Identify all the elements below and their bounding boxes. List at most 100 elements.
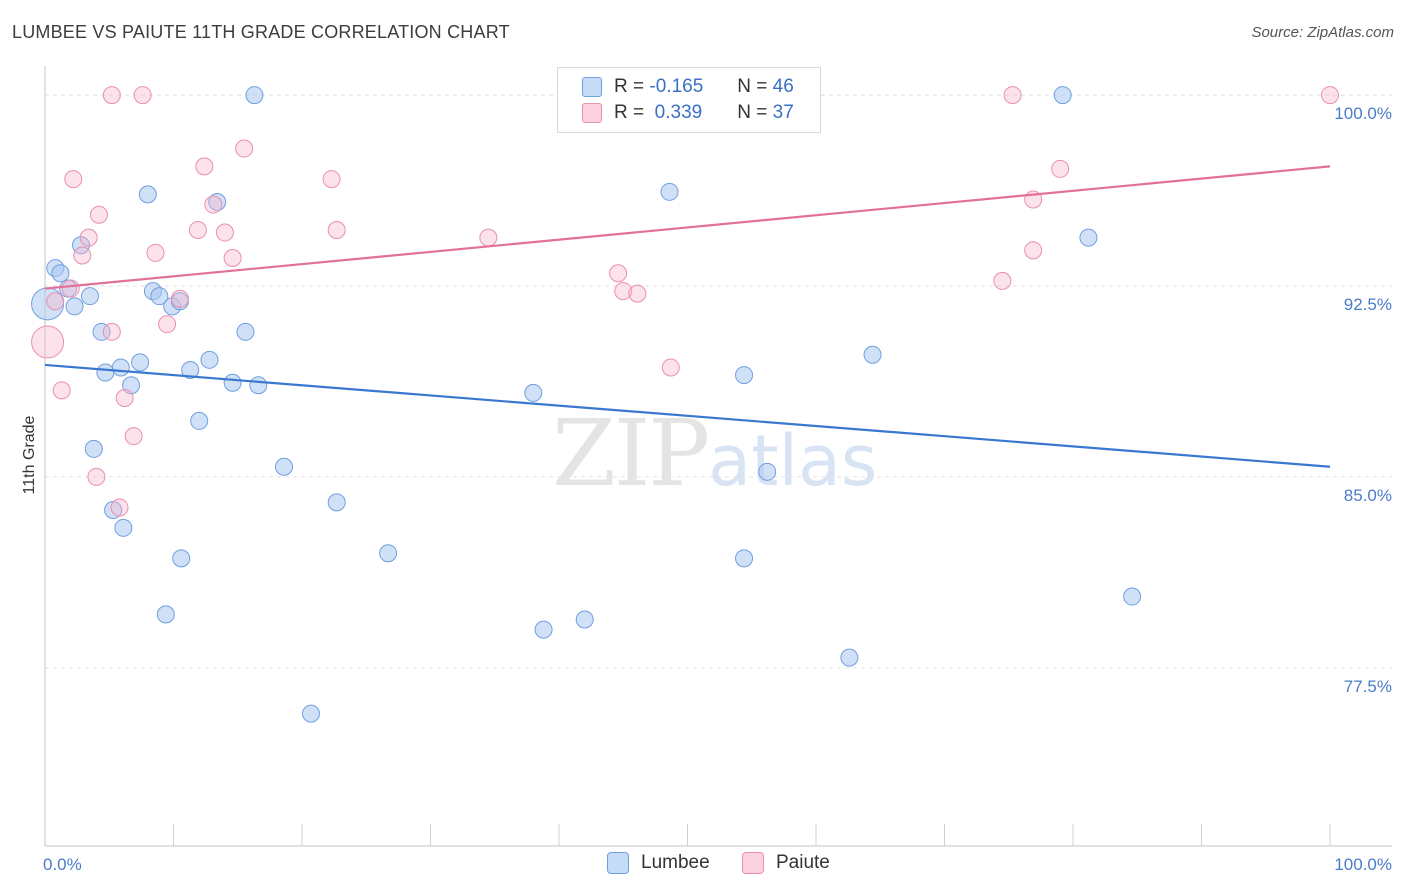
lumbee-trend-line	[44, 363, 1331, 468]
lumbee-point	[190, 411, 209, 430]
x-tick-label: 0.0%	[43, 855, 82, 874]
paiute-point	[46, 292, 65, 311]
watermark: ZIPatlas	[552, 400, 877, 507]
y-tick-label: 77.5%	[1344, 677, 1392, 696]
paiute-point	[73, 246, 92, 265]
paiute-point	[1024, 241, 1043, 260]
paiute-point	[661, 358, 680, 377]
paiute-point	[614, 282, 633, 301]
legend-n-label: N =	[737, 76, 768, 97]
lumbee-legend-swatch	[607, 852, 629, 874]
lumbee-point	[156, 605, 175, 624]
paiute-point	[87, 467, 106, 486]
lumbee-point	[92, 322, 111, 341]
paiute-series	[31, 86, 1339, 517]
y-tick-label: 92.5%	[1344, 295, 1392, 314]
paiute-point	[146, 243, 165, 262]
lumbee-point	[114, 518, 133, 537]
lumbee-point	[575, 610, 594, 629]
paiute-point	[215, 223, 234, 242]
lumbee-point	[181, 361, 200, 379]
paiute-point	[115, 389, 134, 407]
paiute-point	[609, 264, 628, 283]
paiute-point	[52, 381, 71, 400]
paiute-point	[479, 228, 498, 247]
paiute-legend-label: Paiute	[776, 852, 830, 873]
chart-title: LUMBEE VS PAIUTE 11TH GRADE CORRELATION …	[12, 22, 510, 42]
lumbee-point	[1053, 86, 1072, 105]
x-tick-label: 100.0%	[1334, 855, 1392, 874]
paiute-point	[188, 221, 207, 239]
lumbee-point	[96, 363, 115, 382]
paiute-point	[79, 228, 98, 247]
paiute-swatch	[582, 103, 602, 123]
paiute-point	[31, 325, 65, 359]
paiute-point	[1321, 86, 1339, 105]
lumbee-point	[735, 366, 754, 385]
paiute-trend-line	[44, 165, 1331, 290]
lumbee-point	[236, 322, 255, 341]
paiute-point	[133, 86, 152, 105]
lumbee-point	[660, 182, 679, 201]
y-axis-label: 11th Grade	[21, 415, 38, 494]
lumbee-point	[1079, 228, 1098, 247]
watermark-atlas: atlas	[708, 420, 878, 502]
lumbee-point	[275, 457, 294, 476]
lumbee-point	[301, 704, 320, 723]
paiute-point	[64, 170, 83, 189]
paiute-point	[110, 498, 129, 517]
y-tick-label: 85.0%	[1344, 486, 1392, 505]
lumbee-point	[735, 549, 754, 568]
legend-n-value-lumbee: 46	[772, 76, 794, 97]
paiute-point	[124, 427, 143, 446]
lumbee-swatch	[582, 77, 602, 97]
lumbee-point	[51, 264, 70, 283]
lumbee-point	[524, 383, 543, 402]
paiute-point	[327, 221, 346, 239]
lumbee-point	[150, 287, 169, 306]
lumbee-point	[200, 350, 219, 369]
source-label: Source: ZipAtlas.com	[1251, 24, 1394, 41]
watermark-zip: ZIP	[552, 400, 710, 507]
paiute-point	[1003, 86, 1022, 105]
paiute-point	[102, 86, 121, 105]
lumbee-point	[1123, 587, 1142, 606]
lumbee-point	[327, 493, 346, 512]
lumbee-point	[758, 462, 777, 481]
lumbee-point	[863, 345, 882, 364]
legend-r-label: R =	[614, 102, 645, 123]
paiute-point	[61, 279, 80, 298]
lumbee-point	[223, 373, 242, 392]
paiute-point	[170, 289, 189, 308]
legend-r-value-paiute: 0.339	[649, 102, 703, 123]
paiute-point	[1051, 159, 1070, 178]
legend-n-label: N =	[737, 102, 768, 123]
paiute-point	[235, 139, 254, 158]
bottom-legend-paiute: Paiute	[742, 852, 830, 874]
lumbee-point	[138, 185, 157, 204]
lumbee-point	[245, 86, 264, 105]
legend-row-paiute: R = 0.339 N = 37	[582, 101, 794, 125]
lumbee-point	[379, 544, 398, 563]
lumbee-point	[840, 648, 859, 667]
paiute-point	[158, 315, 177, 334]
paiute-point	[204, 195, 223, 214]
lumbee-point	[84, 439, 103, 458]
paiute-legend-swatch	[742, 852, 764, 874]
lumbee-point	[111, 358, 130, 377]
bottom-legend-lumbee: Lumbee	[607, 852, 710, 874]
paiute-point	[102, 322, 121, 341]
legend-r-value-lumbee: -0.165	[649, 76, 704, 97]
lumbee-series	[31, 86, 1142, 723]
lumbee-point	[534, 620, 553, 639]
legend-r-label: R =	[614, 76, 645, 97]
lumbee-legend-label: Lumbee	[641, 852, 710, 873]
paiute-point	[628, 284, 647, 303]
lumbee-point	[65, 297, 84, 316]
y-tick-label: 100.0%	[1334, 104, 1392, 123]
lumbee-point	[172, 549, 191, 568]
paiute-point	[89, 205, 108, 224]
paiute-point	[993, 271, 1012, 290]
paiute-point	[195, 157, 214, 176]
